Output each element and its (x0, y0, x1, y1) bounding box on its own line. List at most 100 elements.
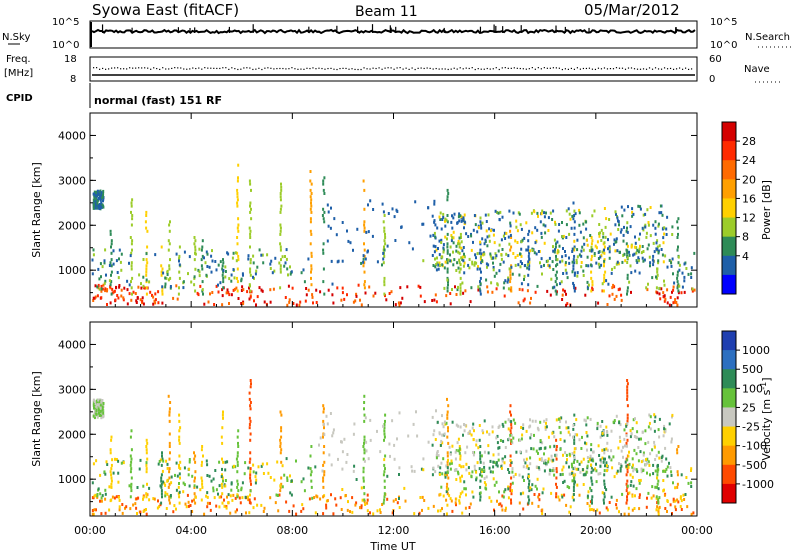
echo-cell (671, 225, 674, 229)
nave-dot (501, 67, 503, 69)
echo-cell (599, 458, 602, 462)
echo-cell (633, 507, 636, 510)
echo-cell (477, 285, 480, 289)
echo-cell (619, 466, 622, 470)
echo-cell (444, 217, 447, 221)
echo-cell (441, 255, 444, 259)
echo-cell (247, 254, 250, 258)
echo-cell (484, 238, 487, 242)
echo-cell (533, 433, 535, 437)
echo-cell (215, 268, 218, 272)
echo-cell (250, 382, 252, 386)
echo-cell (203, 256, 205, 260)
echo-cell (540, 212, 543, 216)
echo-cell (575, 258, 578, 262)
nave-dot (555, 67, 557, 69)
echo-cell (249, 467, 252, 471)
echo-cell (603, 264, 605, 268)
echo-cell (363, 441, 365, 445)
echo-cell (483, 450, 486, 454)
echo-cell (182, 286, 185, 290)
echo-cell (648, 463, 651, 467)
echo-cell (359, 298, 361, 302)
echo-cell (148, 486, 151, 490)
echo-cell (641, 256, 644, 260)
echo-cell (674, 505, 677, 509)
echo-cell (284, 255, 286, 258)
echo-cell (226, 495, 228, 499)
echo-cell (572, 201, 575, 205)
echo-cell (613, 242, 615, 246)
echo-cell (309, 473, 312, 477)
echo-cell (528, 264, 531, 268)
echo-cell (458, 219, 461, 223)
echo-cell (572, 473, 575, 477)
echo-cell (94, 197, 97, 201)
echo-cell (384, 232, 386, 236)
nave-dot (336, 68, 338, 71)
echo-cell (603, 258, 606, 262)
echo-cell (458, 251, 461, 255)
echo-cell (560, 493, 563, 497)
echo-cell (510, 492, 513, 496)
echo-cell (633, 252, 636, 256)
echo-cell (221, 267, 224, 271)
echo-cell (665, 233, 668, 236)
echo-cell (463, 487, 466, 491)
echo-cell (584, 419, 587, 423)
echo-cell (115, 458, 118, 461)
echo-cell (249, 245, 251, 249)
echo-cell (479, 473, 482, 477)
echo-cell (249, 479, 252, 483)
echo-cell (99, 473, 102, 477)
echo-cell (452, 263, 455, 267)
echo-cell (610, 271, 613, 275)
echo-cell (452, 236, 455, 240)
echo-cell (384, 454, 387, 458)
echo-cell (322, 485, 325, 489)
echo-cell (289, 474, 291, 478)
echo-cell (179, 426, 182, 430)
echo-cell (471, 470, 474, 474)
nave-dot (636, 68, 639, 70)
echo-cell (139, 458, 142, 462)
echo-cell (340, 298, 343, 302)
echo-cell (558, 223, 561, 226)
echo-cell (170, 481, 173, 485)
echo-cell (625, 489, 628, 493)
echo-cell (603, 280, 606, 284)
echo-cell (145, 508, 147, 511)
echo-cell (416, 434, 419, 438)
echo-cell (572, 284, 575, 287)
echo-cell (499, 262, 502, 266)
echo-cell (100, 296, 103, 300)
nave-dot (93, 67, 95, 69)
echo-cell (433, 220, 436, 224)
echo-cell (510, 476, 513, 480)
echo-cell (445, 485, 448, 489)
echo-cell (493, 228, 495, 232)
nave-dot (651, 68, 654, 70)
echo-cell (379, 508, 381, 512)
echo-cell (434, 245, 437, 249)
echo-cell (372, 294, 375, 298)
echo-cell (250, 217, 253, 221)
echo-cell (477, 446, 480, 450)
echo-cell (508, 242, 511, 246)
echo-cell (540, 458, 543, 462)
echo-cell (601, 448, 604, 452)
echo-cell (129, 454, 132, 458)
echo-cell (419, 496, 422, 499)
nave-dot (333, 68, 335, 70)
echo-cell (619, 423, 622, 427)
echo-cell (363, 283, 366, 287)
echo-cell (596, 508, 599, 512)
echo-cell (479, 498, 482, 502)
echo-cell (209, 508, 212, 512)
echo-cell (561, 472, 564, 476)
echo-cell (363, 407, 365, 411)
echo-cell (248, 297, 251, 301)
echo-cell (108, 508, 111, 512)
echo-cell (305, 293, 308, 297)
echo-cell (322, 188, 325, 192)
